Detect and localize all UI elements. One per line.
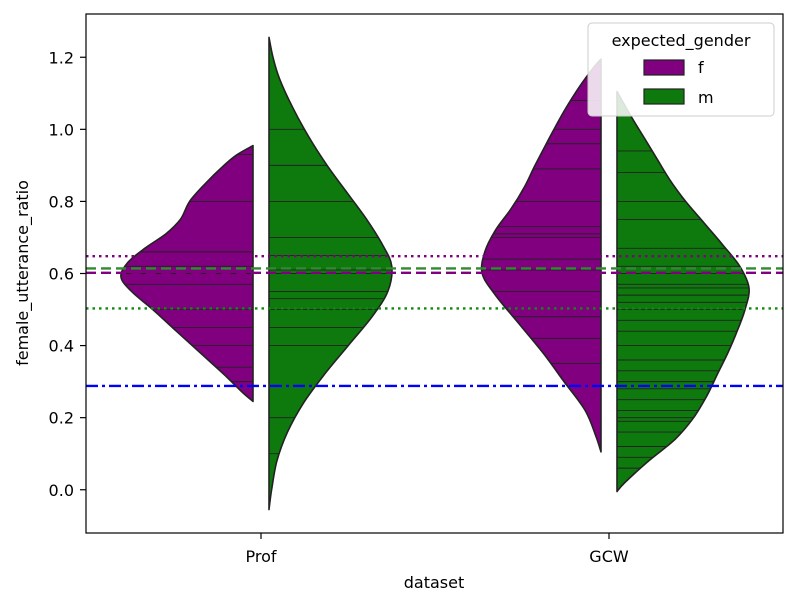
y-tick-label-0: 0.0 (49, 481, 74, 500)
y-tick-label-2: 0.4 (49, 337, 74, 356)
legend: expected_gender f m (587, 22, 775, 117)
y-tick-label-4: 0.8 (49, 192, 74, 211)
x-axis-label: dataset (404, 573, 465, 592)
y-tick-label-1: 0.2 (49, 409, 74, 428)
x-tick-label-1: GCW (589, 547, 629, 566)
y-tick-label-3: 0.6 (49, 265, 74, 284)
x-tick-label-0: Prof (245, 547, 276, 566)
legend-label-m: m (698, 88, 714, 107)
y-axis-label: female_utterance_ratio (13, 180, 33, 366)
legend-swatch-m (643, 88, 685, 105)
legend-title: expected_gender (612, 31, 751, 51)
violin-m-GCW (616, 90, 750, 493)
y-axis: 0.0 0.2 0.4 0.6 0.8 1.0 1.2 (49, 48, 86, 500)
y-tick-label-6: 1.2 (49, 48, 74, 67)
y-tick-label-5: 1.0 (49, 120, 74, 139)
legend-swatch-f (643, 59, 685, 76)
x-axis: Prof GCW (245, 533, 629, 566)
legend-label-f: f (698, 58, 704, 77)
violin-f-Prof (120, 144, 254, 403)
violin-body-m-GCW (616, 90, 750, 493)
plot-area (86, 36, 783, 511)
